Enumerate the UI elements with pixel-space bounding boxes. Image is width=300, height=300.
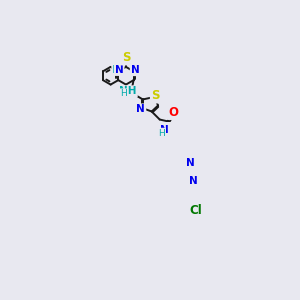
Text: N: N [160, 125, 169, 135]
Text: N: N [136, 104, 145, 115]
Text: N: N [190, 176, 198, 186]
Text: N: N [186, 158, 195, 168]
Text: S: S [122, 51, 130, 64]
Text: N: N [131, 65, 140, 75]
Text: N: N [115, 65, 124, 75]
Text: O: O [168, 106, 178, 119]
Text: Cl: Cl [189, 204, 202, 217]
Text: H: H [158, 129, 165, 138]
Text: H: H [112, 65, 120, 75]
Text: NH: NH [119, 86, 137, 96]
Text: H: H [121, 89, 127, 98]
Text: S: S [151, 89, 160, 102]
